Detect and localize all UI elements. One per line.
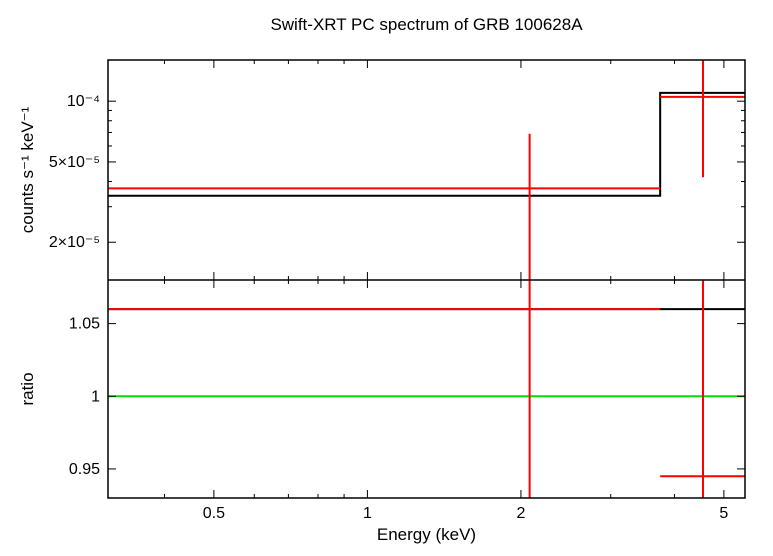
spectrum-chart: Swift-XRT PC spectrum of GRB 100628A 0.5 1… — [0, 0, 773, 556]
y-axis-label-top: counts s⁻¹ keV⁻¹ — [18, 106, 37, 233]
y-tick-label: 0.95 — [69, 461, 100, 478]
y-tick-label: 5×10⁻⁵ — [49, 154, 100, 171]
x-tick-label: 2 — [516, 505, 525, 522]
chart-bg — [0, 0, 773, 556]
y-axis-label-bottom: ratio — [18, 372, 37, 405]
x-tick-label: 5 — [719, 505, 728, 522]
chart-title: Swift-XRT PC spectrum of GRB 100628A — [270, 15, 583, 34]
chart-container: Swift-XRT PC spectrum of GRB 100628A 0.5 1… — [0, 0, 773, 556]
x-tick-label: 0.5 — [203, 505, 225, 522]
y-tick-label: 2×10⁻⁵ — [49, 234, 100, 251]
y-tick-label: 1 — [91, 388, 100, 405]
y-tick-label: 10⁻⁴ — [67, 93, 100, 110]
x-tick-label: 1 — [363, 505, 372, 522]
y-tick-label: 1.05 — [69, 316, 100, 333]
x-axis-label: Energy (keV) — [377, 525, 476, 544]
